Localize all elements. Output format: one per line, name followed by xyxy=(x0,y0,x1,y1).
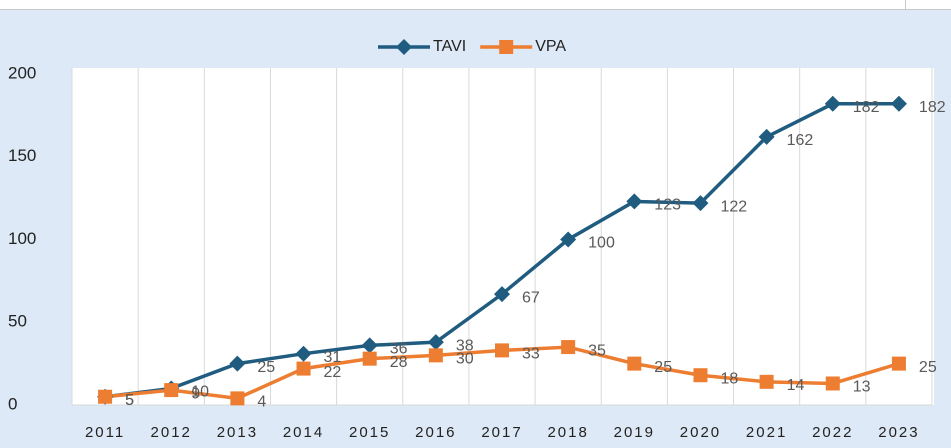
data-label: 33 xyxy=(522,346,540,363)
marker xyxy=(891,356,906,371)
data-label: 162 xyxy=(787,132,814,149)
marker xyxy=(362,351,377,366)
data-label: 13 xyxy=(853,379,871,396)
data-label: 30 xyxy=(456,351,474,368)
data-label: 31 xyxy=(324,349,342,366)
y-tick-label: 150 xyxy=(8,146,36,165)
legend-marker xyxy=(499,40,514,54)
data-label: 5 xyxy=(125,392,134,409)
data-label: 14 xyxy=(787,377,805,394)
data-label: 122 xyxy=(720,198,747,215)
marker xyxy=(230,391,245,406)
marker xyxy=(295,345,312,362)
data-label: 22 xyxy=(324,364,342,381)
marker xyxy=(98,389,113,404)
marker xyxy=(890,95,907,112)
marker xyxy=(428,348,443,363)
x-tick-label: 2023 xyxy=(878,424,919,441)
data-label: 123 xyxy=(654,197,681,214)
marker xyxy=(626,193,643,210)
x-tick-label: 2015 xyxy=(349,424,390,441)
data-label: 25 xyxy=(257,359,275,376)
data-label: 182 xyxy=(853,99,880,116)
x-tick-label: 2011 xyxy=(85,424,125,441)
y-tick-label: 50 xyxy=(8,312,27,331)
x-tick-label: 2018 xyxy=(547,424,588,441)
marker xyxy=(494,286,510,303)
marker xyxy=(824,95,841,112)
marker xyxy=(296,361,311,376)
marker xyxy=(825,376,840,391)
marker xyxy=(361,337,378,354)
marker xyxy=(692,195,709,212)
legend-marker xyxy=(396,39,412,55)
x-tick-label: 2013 xyxy=(217,424,258,441)
data-label: 4 xyxy=(257,394,266,411)
data-label: 100 xyxy=(588,235,615,252)
legend-label: TAVI xyxy=(433,38,466,55)
x-tick-label: 2021 xyxy=(746,424,787,441)
marker xyxy=(495,343,509,358)
data-label: 38 xyxy=(456,337,474,354)
data-label: 5 xyxy=(125,392,134,409)
marker xyxy=(693,368,708,383)
data-label: 28 xyxy=(390,354,408,371)
marker xyxy=(759,374,774,389)
marker xyxy=(560,231,577,248)
data-label: 67 xyxy=(522,289,540,306)
data-label: 25 xyxy=(919,359,937,376)
data-label: 9 xyxy=(191,385,200,402)
legend-label: VPA xyxy=(535,38,566,55)
marker xyxy=(758,128,775,145)
x-tick-label: 2014 xyxy=(283,424,324,441)
y-tick-label: 0 xyxy=(8,394,17,413)
x-tick-label: 2019 xyxy=(614,424,655,441)
x-tick-label: 2020 xyxy=(680,424,721,441)
data-label: 36 xyxy=(390,341,408,358)
marker xyxy=(427,334,444,351)
marker xyxy=(561,340,576,355)
x-tick-label: 2022 xyxy=(812,424,853,441)
data-label: 25 xyxy=(654,359,672,376)
data-label: 35 xyxy=(588,342,606,359)
data-label: 10 xyxy=(191,384,209,401)
x-tick-label: 2012 xyxy=(151,424,192,441)
x-tick-label: 2017 xyxy=(481,424,522,441)
marker xyxy=(164,383,179,398)
y-tick-label: 100 xyxy=(8,229,36,248)
y-tick-label: 200 xyxy=(8,63,36,82)
data-label: 18 xyxy=(720,370,738,387)
marker xyxy=(627,356,642,371)
data-label: 182 xyxy=(919,99,946,116)
x-tick-label: 2016 xyxy=(415,424,456,441)
marker xyxy=(229,355,246,372)
